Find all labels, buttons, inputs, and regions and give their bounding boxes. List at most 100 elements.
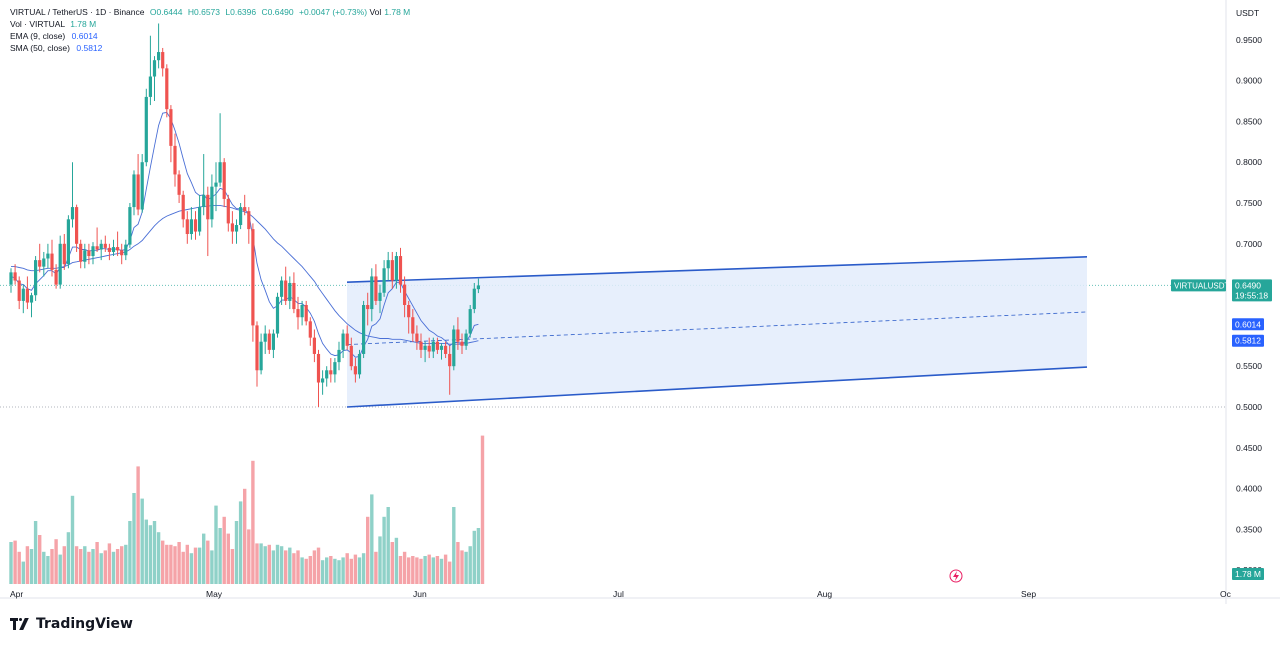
legend-ema-row[interactable]: EMA (9, close) 0.6014: [10, 30, 410, 42]
volume-bar: [54, 539, 58, 584]
candle-body: [214, 182, 218, 187]
candle-body: [345, 333, 349, 346]
volume-bar: [439, 558, 444, 584]
candle: [456, 317, 460, 350]
channel-fill: [347, 256, 1087, 407]
candle: [116, 231, 120, 257]
candle: [75, 204, 79, 252]
candle: [83, 243, 87, 269]
volume-bar: [394, 537, 399, 584]
volume-bar: [312, 550, 317, 584]
candle-body: [50, 253, 54, 270]
candle: [177, 170, 181, 203]
candle-body: [263, 333, 267, 342]
candle-body: [234, 225, 239, 232]
tradingview-logo[interactable]: TradingView: [10, 616, 133, 632]
brand-name: TradingView: [36, 616, 133, 632]
candle-body: [17, 280, 21, 301]
candle: [169, 105, 173, 163]
volume-bar: [13, 540, 17, 584]
volume-bar: [9, 542, 13, 584]
volume-bar: [33, 521, 38, 584]
candle: [234, 219, 239, 244]
volume-bar: [443, 554, 448, 584]
legend-high: H0.6573: [187, 7, 220, 17]
candle-body: [251, 229, 255, 326]
candle-body: [87, 250, 91, 257]
volume-bar: [25, 546, 30, 584]
currency-label: USDT: [1236, 8, 1259, 18]
legend-volume-row[interactable]: Vol · VIRTUAL 1.78 M: [10, 18, 410, 30]
candle: [120, 243, 124, 265]
candle-body: [394, 256, 398, 281]
candle-body: [157, 52, 161, 61]
candle: [157, 23, 161, 69]
candle-body: [439, 345, 444, 350]
candle-body: [25, 288, 29, 303]
candle: [132, 170, 136, 216]
candle-body: [38, 260, 42, 267]
volume-bar: [152, 521, 157, 584]
candle: [42, 251, 46, 277]
time-tick-label: Jun: [413, 589, 427, 599]
candle-body: [132, 174, 136, 208]
volume-bar: [398, 556, 403, 584]
candle: [148, 35, 152, 106]
candle: [99, 239, 103, 261]
candle: [415, 325, 419, 350]
volume-bar: [144, 519, 148, 584]
chart-legend: VIRTUAL / TetherUS · 1D · Binance O0.644…: [10, 6, 410, 54]
candle-body: [128, 207, 132, 245]
candle-body: [169, 109, 173, 146]
candle: [46, 243, 50, 269]
volume-bar: [263, 546, 267, 584]
legend-low: L0.6396: [225, 7, 257, 17]
candle: [230, 211, 234, 244]
candle-body: [189, 219, 193, 235]
candle-body: [337, 349, 341, 363]
volume-bar: [193, 547, 198, 584]
volume-bar: [161, 540, 165, 584]
candle-body: [21, 288, 25, 301]
candle: [398, 247, 403, 293]
volume-bar: [329, 556, 333, 584]
candle: [271, 329, 275, 359]
candle-body: [329, 370, 333, 375]
volume-bar: [230, 549, 235, 584]
candle: [259, 333, 263, 375]
candle-body: [341, 333, 345, 350]
candle-body: [198, 207, 202, 232]
legend-sma-row[interactable]: SMA (50, close) 0.5812: [10, 42, 410, 54]
candle-body: [107, 247, 111, 252]
candle: [210, 174, 214, 228]
volume-bar: [361, 553, 366, 584]
candle: [329, 358, 333, 383]
volume-bar: [243, 488, 247, 584]
candle: [25, 276, 29, 310]
volume-bar: [120, 546, 124, 584]
volume-bar: [87, 551, 91, 584]
candle-body: [280, 280, 284, 297]
price-tick-label: 0.9500: [1236, 35, 1262, 45]
candle: [427, 337, 431, 359]
candle: [366, 292, 370, 326]
volume-bar: [337, 560, 341, 584]
volume-bar: [456, 542, 460, 584]
candle: [312, 329, 316, 363]
candle: [476, 278, 480, 294]
candle: [66, 215, 70, 269]
candle-body: [136, 174, 140, 210]
candle: [386, 251, 390, 281]
volume-price-tag-text: 1.78 M: [1235, 569, 1261, 579]
volume-bar: [58, 554, 62, 584]
candle-body: [431, 341, 435, 352]
volume-bar: [448, 561, 452, 584]
candle: [62, 234, 66, 270]
candle-body: [206, 194, 210, 220]
volume-bar: [304, 558, 308, 584]
volume-bar: [333, 558, 337, 584]
volume-bar: [38, 535, 42, 584]
candle: [378, 284, 382, 314]
volume-bar: [464, 551, 468, 584]
